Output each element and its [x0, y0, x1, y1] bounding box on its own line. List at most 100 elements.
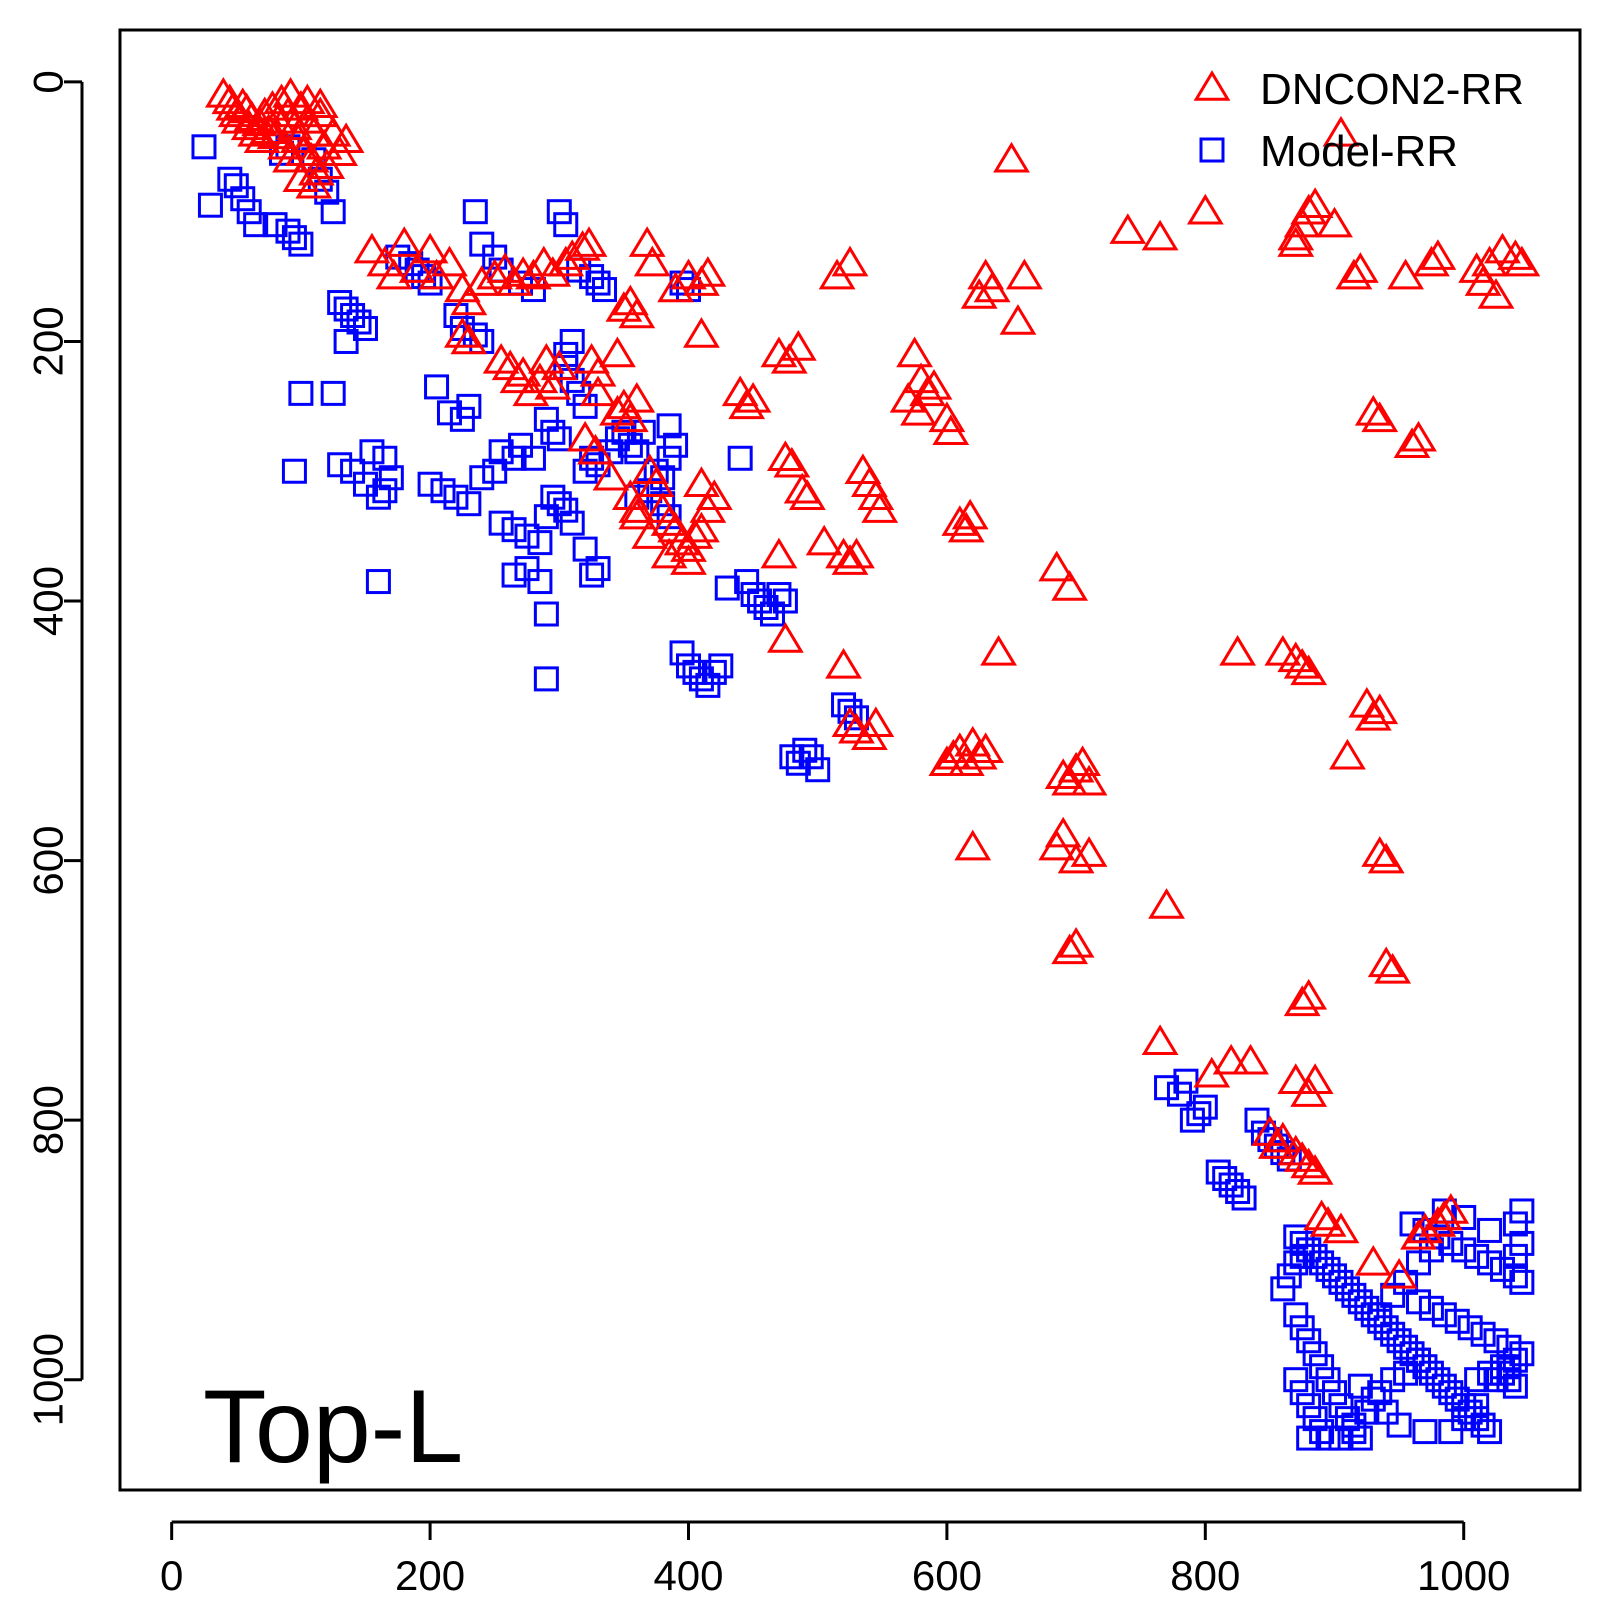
data-point: [1464, 1367, 1490, 1393]
data-point: [1257, 1128, 1295, 1159]
data-point: [1186, 1101, 1212, 1127]
data-point: [501, 445, 527, 471]
data-point: [1444, 1386, 1470, 1412]
data-point: [1302, 1243, 1328, 1269]
data-point: [727, 445, 753, 471]
data-point: [327, 290, 353, 316]
data-point: [236, 199, 262, 225]
data-point: [217, 166, 243, 192]
data-point: [788, 479, 826, 510]
data-point: [1212, 1043, 1250, 1075]
data-point: [915, 368, 953, 400]
data-point: [838, 537, 875, 569]
data-point: [1064, 745, 1101, 776]
data-point: [792, 737, 818, 763]
panel-annotation: Top-L: [203, 1369, 463, 1485]
data-point: [1347, 1373, 1373, 1399]
data-point: [1477, 1419, 1503, 1445]
data-point: [1309, 1250, 1335, 1276]
data-point: [617, 432, 643, 458]
data-point: [1328, 1269, 1354, 1295]
data-point: [572, 458, 598, 484]
data-point: [1431, 1373, 1457, 1399]
data-point: [798, 744, 824, 770]
data-point: [1451, 1406, 1477, 1432]
data-point: [340, 458, 366, 484]
data-point: [1400, 420, 1437, 452]
data-point: [909, 375, 946, 407]
data-point: [1387, 258, 1424, 290]
data-point: [1302, 1406, 1328, 1432]
data-point: [1451, 1393, 1477, 1419]
data-point: [430, 478, 456, 504]
data-point: [766, 440, 804, 472]
data-point: [1361, 693, 1399, 725]
data-point: [1283, 1250, 1309, 1276]
data-point: [1328, 1425, 1354, 1451]
data-point: [1199, 137, 1225, 163]
data-point: [960, 278, 998, 309]
data-point: [1451, 1237, 1477, 1263]
data-point: [1264, 635, 1302, 666]
data-point: [482, 458, 508, 484]
data-point: [1502, 1347, 1528, 1373]
x-axis: 0 200 400 600 800 1000: [160, 1520, 1510, 1599]
data-point: [779, 744, 805, 770]
data-point: [683, 511, 720, 543]
data-point: [1296, 1063, 1334, 1094]
data-point: [546, 199, 572, 225]
legend-label: DNCON2-RR: [1260, 65, 1524, 114]
data-point: [1277, 1063, 1315, 1094]
data-point: [469, 465, 495, 491]
data-point: [1509, 1198, 1535, 1224]
data-point: [980, 635, 1017, 666]
data-point: [1380, 1321, 1406, 1347]
data-point: [1070, 764, 1108, 796]
data-point: [281, 458, 307, 484]
data-point: [1141, 219, 1179, 251]
data-point: [1484, 232, 1521, 264]
data-point: [1347, 1425, 1373, 1451]
data-point: [701, 659, 727, 685]
y-axis: 0 200 400 600 800 1000: [25, 70, 84, 1426]
data-point: [1057, 842, 1095, 874]
data-point: [223, 173, 249, 199]
data-point: [1399, 1341, 1425, 1367]
data-point: [262, 212, 288, 238]
data-point: [540, 484, 566, 510]
data-point: [540, 349, 578, 381]
data-point: [1303, 1199, 1340, 1231]
data-point: [1386, 1412, 1412, 1438]
data-point: [443, 484, 469, 510]
data-point: [230, 186, 256, 212]
data-point: [1361, 401, 1399, 433]
data-point: [951, 498, 989, 530]
data-point: [618, 381, 656, 413]
data-point: [1289, 1380, 1315, 1406]
data-point: [1483, 1328, 1509, 1354]
y-tick-label: 600: [25, 826, 72, 896]
data-point: [599, 394, 636, 426]
data-point: [1464, 265, 1502, 296]
data-point: [1283, 1224, 1309, 1250]
y-tick-label: 1000: [25, 1333, 72, 1426]
data-point: [378, 465, 404, 491]
data-point: [534, 368, 572, 400]
x-tick-label: 600: [912, 1552, 982, 1599]
data-point: [1502, 1211, 1528, 1237]
data-point: [1315, 1256, 1341, 1282]
data-point: [579, 264, 605, 290]
y-tick-label: 800: [25, 1085, 72, 1155]
data-point: [527, 530, 553, 556]
data-point: [1186, 193, 1224, 225]
data-point: [297, 154, 335, 186]
data-point: [547, 245, 585, 277]
data-point: [469, 231, 495, 257]
data-point: [372, 478, 398, 504]
data-point: [1477, 1217, 1503, 1243]
data-point: [488, 510, 514, 536]
data-point: [1322, 115, 1360, 147]
data-point: [204, 76, 242, 108]
data-point: [450, 284, 488, 316]
